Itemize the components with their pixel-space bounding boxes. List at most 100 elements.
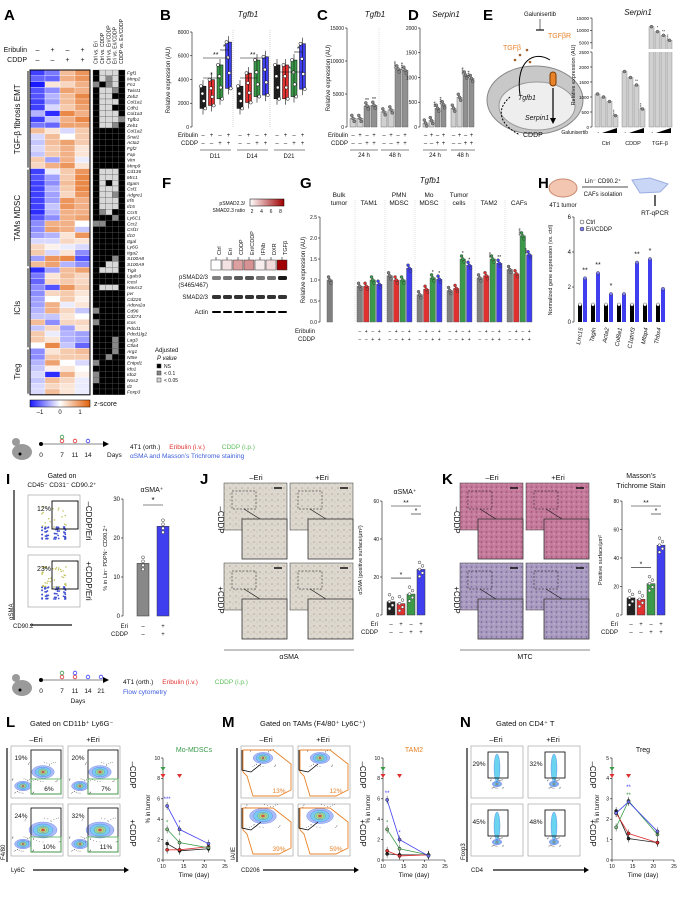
flow-l-density-event [112, 818, 114, 819]
histology-j-inset-tile [241, 518, 288, 560]
chart-d-y-tick-label: 500 [409, 100, 418, 106]
flow-l-density-event [55, 818, 57, 819]
heatmap-cell [44, 313, 61, 320]
flow-m-density-event [253, 823, 255, 825]
pvalue-cell [99, 388, 106, 395]
chart-d-eribulin-sign: + [458, 133, 462, 139]
chart-g-point [467, 263, 471, 267]
flow-l-gate-percent: 32% [71, 813, 84, 820]
heatmap-cell [44, 359, 61, 366]
chart-e-bar [621, 71, 628, 128]
flow-event-positive [64, 583, 67, 585]
timeline-1-implant-marker [39, 442, 43, 446]
group-label: Treg [13, 364, 22, 380]
colorbar-title: pSMAD2.3/ [219, 201, 245, 207]
pvalue-cell [99, 319, 106, 326]
flow-l-gate-percent: 6% [44, 786, 54, 793]
flow-l-density-event [89, 792, 91, 794]
pvalue-cell [112, 296, 119, 303]
heatmap-cell [59, 133, 76, 140]
flow-l-density-event [106, 764, 107, 766]
chart-k-cddp-sign: + [649, 630, 653, 636]
flow-event-positive [65, 524, 67, 526]
flow-l-density-event [51, 763, 53, 765]
chart-l-y-tick-label: 8 [157, 776, 160, 782]
ratio-box [243, 259, 255, 271]
ratio-box [276, 259, 288, 271]
flow-event-negative [47, 594, 50, 597]
SMAD-band [245, 295, 254, 299]
chart-g-bar [356, 286, 363, 323]
heatmap-cell [29, 255, 46, 262]
heatmap-cell [59, 267, 76, 274]
gene-label: Zeb2 [126, 94, 138, 100]
heatmap-cell [74, 209, 91, 216]
pvalue-cell [92, 330, 100, 337]
flow-event-positive [61, 576, 63, 578]
chart-h-bar [583, 278, 587, 322]
flow-m-density-event [310, 824, 312, 826]
gene-label: Mrc1 [127, 175, 138, 181]
timeline-1-mouse-head [12, 438, 20, 446]
heatmap-cell [44, 81, 61, 88]
flow-l-density-event [58, 841, 60, 843]
flow-n-density-event [502, 845, 504, 846]
galunisertib-label: Galunisertib [524, 12, 557, 18]
flow-n-density-event [552, 787, 554, 789]
flow-event-negative [56, 526, 58, 529]
flow-event-negative [63, 591, 65, 593]
heatmap-cell [44, 272, 61, 279]
flow-l-density-event [20, 850, 22, 852]
pvalue-cell [105, 75, 113, 82]
chart-k-cddp-sign: – [639, 630, 643, 636]
chart-e-point [634, 83, 639, 87]
tgfb-ligand-icon [518, 53, 522, 57]
chart-m-treatment-arrow [380, 767, 386, 771]
flow-n-col-label: –Eri [489, 735, 503, 744]
ratio-box [254, 259, 266, 271]
chart-n-point [626, 831, 631, 836]
chart-n-y-tick-label: 0 [606, 858, 609, 864]
actin-band [212, 311, 221, 313]
pvalue-cell [99, 87, 106, 94]
pvalue-cell [92, 69, 100, 76]
chart-c-bar [394, 68, 402, 128]
pvalue-cell [118, 226, 126, 233]
flow-l-density-event [56, 780, 58, 782]
chart-e-y-tick-label: 0 [586, 125, 589, 130]
chart-j-cddp-sign: – [399, 630, 403, 636]
chart-g-point [448, 288, 452, 293]
pvalue-cell [105, 98, 113, 105]
histology-k-row-label: +CDDP [452, 586, 461, 613]
chart-e-dose-minus: - [598, 130, 600, 136]
heatmap-cell [29, 354, 46, 361]
chart-g-cddp-sign: – [365, 337, 368, 343]
pvalue-cell [112, 348, 119, 355]
heatmap-cell [59, 342, 76, 349]
flow-event-negative [64, 533, 67, 536]
pvalue-cell [99, 203, 106, 210]
heatmap-cell [44, 209, 61, 216]
heatmap-cell [44, 365, 61, 372]
heatmap-cell [29, 261, 46, 268]
chart-e-point [613, 113, 618, 118]
heatmap-cell [74, 336, 91, 343]
flow-l-density-event [77, 792, 79, 794]
chart-e-bar [594, 93, 601, 128]
flow-event-negative [41, 593, 43, 596]
chart-b-point [220, 96, 225, 101]
SMAD-band [267, 295, 276, 299]
chart-e-group-label: TGF-β [652, 141, 668, 147]
heatmap-cell [29, 174, 46, 181]
flow-n-density [496, 783, 498, 785]
heatmap-cell [59, 168, 76, 175]
rt-qpcr-label: RT-qPCR [641, 210, 669, 217]
pvalue-cell [112, 151, 119, 158]
flow-l-density-event [110, 819, 112, 821]
panel-label-m: M [222, 714, 235, 731]
pvalue-cell [105, 278, 113, 285]
pvalue-cell [105, 319, 113, 326]
pvalue-cell [105, 185, 113, 192]
chart-h-bar [635, 262, 639, 322]
